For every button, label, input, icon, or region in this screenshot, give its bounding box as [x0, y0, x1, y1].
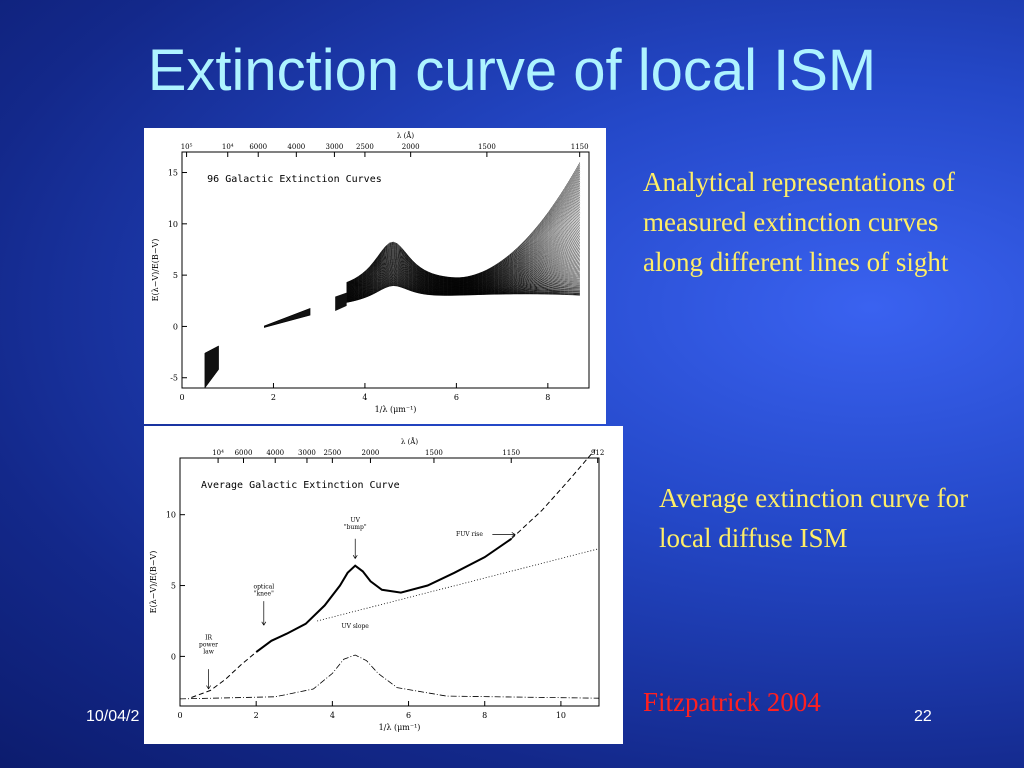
x-tick-label: 8 [482, 711, 487, 720]
top-tick-label: 1500 [425, 449, 443, 457]
x-axis-label: 1/λ (μm⁻¹) [375, 405, 417, 414]
top-tick-label: 1150 [502, 449, 520, 457]
top-tick-label: 10⁴ [212, 449, 224, 457]
top-tick-label: 2000 [362, 449, 380, 457]
x-tick-label: 10 [556, 711, 566, 720]
annotation-text: UV slope [342, 623, 370, 630]
slide-title: Extinction curve of local ISM [147, 38, 877, 103]
series-optical-band [264, 308, 311, 328]
series-average-solid [255, 537, 512, 653]
plot-frame [179, 457, 600, 707]
x-tick-label: 6 [454, 393, 459, 402]
slide-number: 22 [914, 708, 932, 725]
chart-96-curves: 0 2 4 6 8 -5 0 5 10 15 10⁵ 10⁴ 6000 4000 3000 2500 2000 1… [144, 128, 606, 424]
top-tick-label: 2500 [323, 449, 341, 457]
x-tick-label: 6 [406, 711, 411, 720]
chart-title: 96 Galactic Extinction Curves [207, 174, 382, 185]
x-tick-label: 0 [177, 711, 182, 720]
annotation-text: optical [253, 583, 274, 590]
series-nearuv-band [335, 292, 347, 312]
top-axis-label: λ (Å) [401, 437, 418, 446]
y-axis-label: E(λ−V)/E(B−V) [151, 239, 160, 302]
top-tick-label: 4000 [266, 449, 284, 457]
x-tick-label: 4 [330, 711, 335, 720]
top-tick-label: 6000 [235, 449, 253, 457]
annotation-text: FUV rise [456, 531, 483, 538]
citation: Fitzpatrick 2004 [643, 687, 821, 717]
top-tick-label: 10⁴ [222, 143, 234, 151]
annotation-text: IR [205, 634, 212, 641]
x-tick-label: 8 [545, 393, 550, 402]
annotation-text: "bump" [344, 524, 367, 531]
annotation-text: law [203, 648, 214, 655]
x-tick-label: 2 [271, 393, 276, 402]
y-axis-label: E(λ−V)/E(B−V) [149, 551, 158, 614]
y-tick-label: 10 [168, 220, 178, 229]
chart-title: Average Galactic Extinction Curve [201, 480, 400, 491]
chart-average-curve: 0 2 4 6 8 10 0 5 10 10⁴ 6000 4000 3000 2500 2000 1500 11… [144, 426, 623, 744]
series-ir-band [204, 345, 219, 389]
top-axis-label: λ (Å) [397, 131, 414, 140]
top-tick-label: 1150 [571, 143, 589, 151]
series-average-fuv-dashed [511, 449, 596, 540]
top-tick-label: 2500 [356, 143, 374, 151]
top-tick-label: 912 [591, 449, 604, 457]
chart-average-curve-svg: 0 2 4 6 8 10 0 5 10 10⁴ 6000 4000 3000 2500 2000 1500 11… [149, 437, 604, 732]
y-tick-label: 10 [166, 511, 176, 520]
top-tick-label: 3000 [326, 143, 344, 151]
x-tick-label: 0 [179, 393, 184, 402]
top-tick-label: 4000 [287, 143, 305, 151]
annotation-text: UV [351, 517, 361, 524]
series-drude-bump [179, 654, 600, 700]
y-tick-label: 0 [173, 322, 178, 331]
annotation-arrowhead [261, 621, 267, 626]
top-tick-label: 2000 [402, 143, 420, 151]
top-tick-label: 6000 [249, 143, 267, 151]
annotation-arrowhead [352, 555, 358, 559]
x-tick-label: 4 [362, 393, 367, 402]
top-tick-label: 10⁵ [181, 143, 193, 151]
annotation-text: power [199, 641, 218, 648]
top-tick-label: 3000 [298, 449, 316, 457]
chart-96-curves-svg: 0 2 4 6 8 -5 0 5 10 15 10⁵ 10⁴ 6000 4000 3000 2500 2000 1… [151, 131, 590, 414]
y-tick-label: -5 [170, 374, 178, 383]
y-tick-label: 15 [168, 169, 178, 178]
plot-frame [181, 151, 590, 389]
y-tick-label: 0 [171, 652, 176, 661]
y-tick-label: 5 [173, 271, 178, 280]
annotation-arrowhead [511, 532, 516, 537]
top-tick-label: 1500 [478, 143, 496, 151]
series-uv-linear [317, 548, 600, 622]
series-average-ir-dashed [191, 651, 257, 698]
x-axis-label: 1/λ (μm⁻¹) [379, 723, 421, 732]
series-uv-curve [346, 162, 581, 283]
annotation-arrowhead [206, 685, 211, 690]
x-tick-label: 2 [254, 711, 259, 720]
y-tick-label: 5 [171, 582, 176, 591]
caption-analytical: Analytical representations of measured e… [643, 167, 955, 277]
caption-average: Average extinction curve for local diffu… [659, 483, 969, 553]
annotation-text: "knee" [254, 590, 274, 597]
footer-date: 10/04/2 [86, 708, 140, 725]
